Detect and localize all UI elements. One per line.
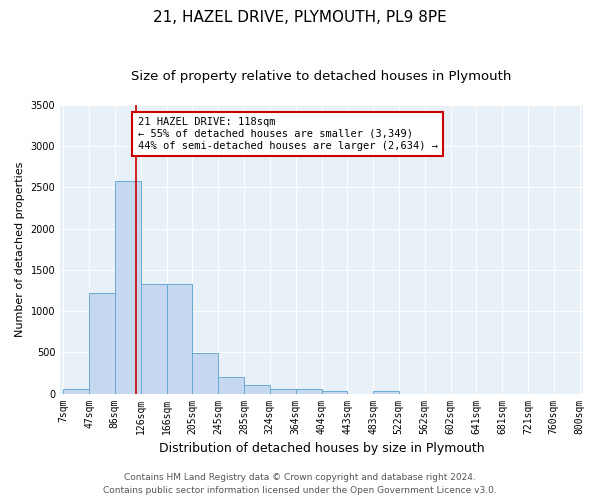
Bar [89, 293, 115, 394]
Bar [115, 181, 141, 394]
Bar [322, 390, 347, 394]
Bar [270, 390, 296, 394]
X-axis label: Distribution of detached houses by size in Plymouth: Distribution of detached houses by size … [159, 442, 484, 455]
Bar [167, 284, 193, 394]
Title: Size of property relative to detached houses in Plymouth: Size of property relative to detached ho… [131, 70, 512, 83]
Bar [64, 390, 89, 394]
Bar [296, 390, 322, 394]
Bar [141, 284, 167, 394]
Bar [218, 378, 244, 394]
Bar [193, 352, 218, 394]
Y-axis label: Number of detached properties: Number of detached properties [15, 162, 25, 337]
Bar [373, 390, 398, 394]
Text: 21, HAZEL DRIVE, PLYMOUTH, PL9 8PE: 21, HAZEL DRIVE, PLYMOUTH, PL9 8PE [153, 10, 447, 25]
Text: Contains HM Land Registry data © Crown copyright and database right 2024.
Contai: Contains HM Land Registry data © Crown c… [103, 474, 497, 495]
Text: 21 HAZEL DRIVE: 118sqm
← 55% of detached houses are smaller (3,349)
44% of semi-: 21 HAZEL DRIVE: 118sqm ← 55% of detached… [137, 118, 437, 150]
Bar [244, 385, 270, 394]
